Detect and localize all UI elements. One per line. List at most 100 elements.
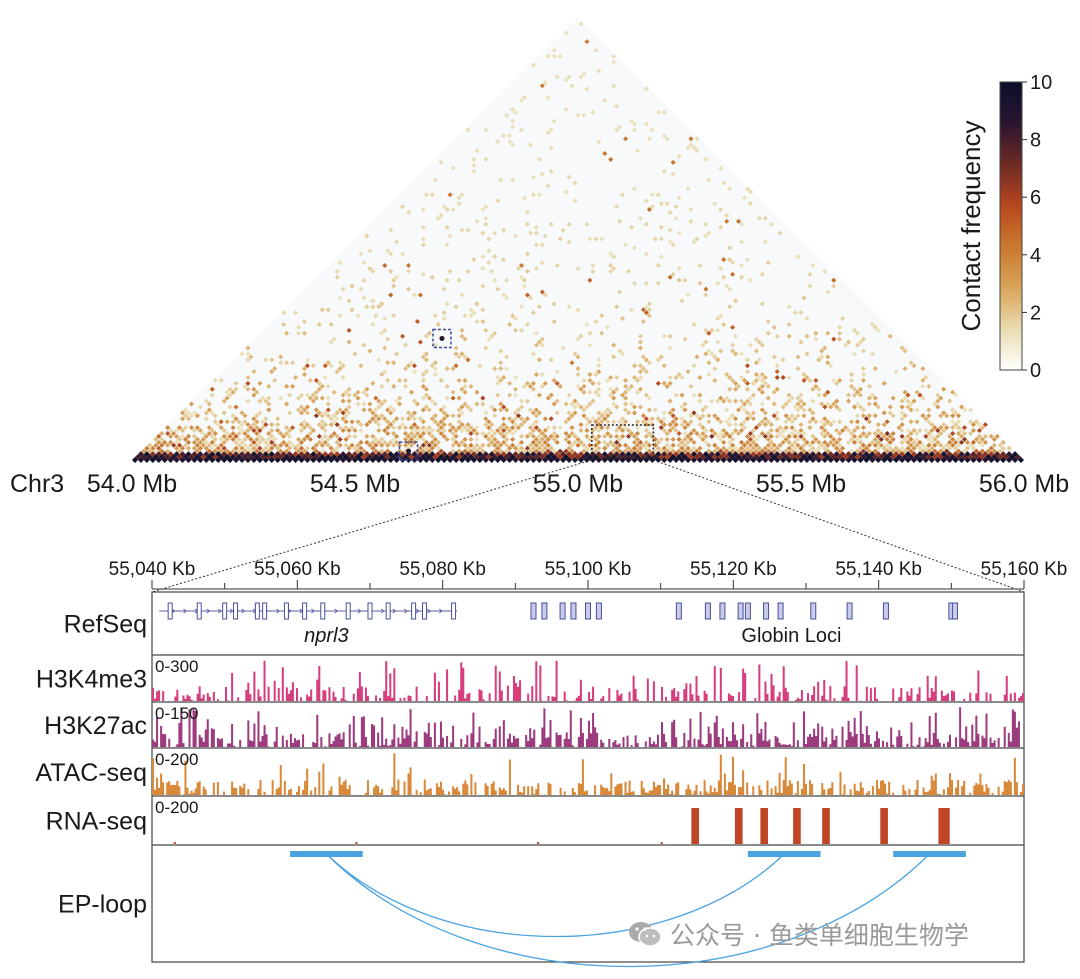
hic-contact-pixel <box>471 156 477 162</box>
hic-contact-pixel <box>459 451 466 458</box>
hic-contact-pixel <box>275 445 281 451</box>
hic-contact-pixel <box>747 401 753 407</box>
gene-exon <box>233 602 239 620</box>
hic-contact-pixel <box>328 433 334 439</box>
hic-contact-pixel <box>408 442 415 448</box>
hic-contact-pixel <box>932 442 938 448</box>
hic-contact-pixel <box>822 439 828 445</box>
hic-contact-pixel <box>420 271 426 277</box>
hic-contact-pixel <box>343 407 349 413</box>
hic-contact-pixel <box>498 401 504 407</box>
hic-contact-pixel <box>851 451 858 458</box>
hic-contact-pixel <box>756 445 762 451</box>
hic-contact-pixel <box>661 422 667 428</box>
hic-contact-pixel <box>771 442 777 448</box>
hic-contact-pixel <box>706 177 712 183</box>
hic-contact-pixel <box>212 413 218 419</box>
hic-contact-pixel <box>783 454 790 460</box>
hic-contact-pixel <box>450 395 456 401</box>
hic-contact-pixel <box>825 389 831 395</box>
hic-contact-pixel <box>536 156 542 162</box>
hic-contact-pixel <box>628 383 635 389</box>
hic-contact-pixel <box>637 333 643 339</box>
hic-contact-pixel <box>423 445 429 451</box>
hic-contact-pixel <box>197 451 204 458</box>
hic-contact-pixel <box>456 442 462 448</box>
hic-contact-pixel <box>762 422 768 428</box>
hic-contact-pixel <box>438 425 444 431</box>
hic-contact-pixel <box>233 386 239 392</box>
hic-contact-pixel <box>385 425 391 431</box>
hic-contact-pixel <box>459 428 465 434</box>
hic-contact-pixel <box>293 310 299 316</box>
hic-contact-pixel <box>420 377 426 383</box>
hic-contact-pixel <box>278 430 284 436</box>
hic-contact-pixel <box>492 277 498 283</box>
hic-contact-pixel <box>388 410 394 416</box>
hic-contact-pixel <box>489 439 495 445</box>
hic-contact-pixel <box>730 448 736 454</box>
hic-contact-pixel <box>611 354 617 360</box>
hic-contact-pixel <box>426 407 432 413</box>
hic-contact-pixel <box>655 263 661 269</box>
hic-contact-pixel <box>926 413 932 419</box>
zoom-tick-label: 55,100 Kb <box>545 559 632 580</box>
hic-contact-pixel <box>670 448 676 454</box>
hic-contact-pixel <box>153 448 159 454</box>
hic-contact-pixel <box>533 224 539 230</box>
hic-contact-pixel <box>884 419 890 425</box>
hic-contact-pixel <box>293 445 299 451</box>
gene-strand-arrow <box>229 608 234 614</box>
hic-contact-pixel <box>298 422 305 428</box>
hic-contact-pixel <box>215 451 222 458</box>
hic-contact-pixel <box>524 268 530 274</box>
hic-contact-pixel <box>899 422 905 428</box>
hic-contact-pixel <box>733 386 739 392</box>
hic-contact-pixel <box>272 366 278 372</box>
hic-contact-pixel <box>795 448 801 454</box>
hic-contact-pixel <box>554 74 560 80</box>
hic-contact-pixel <box>587 277 593 283</box>
hic-contact-pixel <box>334 422 340 428</box>
hic-contact-pixel <box>447 268 453 274</box>
track-label: H3K4me3 <box>36 666 147 694</box>
hic-contact-pixel <box>884 442 890 448</box>
hic-tick-label: 55.0 Mb <box>533 470 623 498</box>
hic-contact-pixel <box>239 451 245 458</box>
hic-contact-pixel <box>310 428 316 434</box>
hic-contact-pixel <box>688 454 694 460</box>
hic-contact-pixel <box>825 448 831 454</box>
hic-contact-pixel <box>655 280 661 286</box>
hic-contact-pixel <box>596 416 602 422</box>
hic-contact-pixel <box>337 295 343 301</box>
hic-contact-pixel <box>504 277 510 283</box>
hic-contact-pixel <box>498 348 504 354</box>
hic-contact-pixel <box>364 439 370 445</box>
hic-contact-pixel <box>248 425 254 431</box>
hic-contact-pixel <box>602 433 608 439</box>
hic-contact-pixel <box>316 433 322 439</box>
hic-contact-pixel <box>536 451 543 458</box>
hic-contact-pixel <box>724 430 730 436</box>
hic-contact-pixel <box>771 324 777 330</box>
hic-contact-pixel <box>626 386 632 392</box>
hic-contact-pixel <box>411 292 417 298</box>
hic-contact-pixel <box>611 53 617 59</box>
hic-contact-pixel <box>825 360 831 366</box>
hic-contact-pixel <box>667 374 673 380</box>
hic-contact-pixel <box>705 454 712 460</box>
hic-contact-pixel <box>355 419 361 425</box>
hic-contact-pixel <box>690 457 697 463</box>
hic-contact-pixel <box>905 457 912 463</box>
hic-contact-pixel <box>379 413 385 419</box>
hic-contact-pixel <box>774 369 780 375</box>
hic-contact-pixel <box>634 430 640 436</box>
hic-contact-pixel <box>611 419 617 425</box>
hic-contact-pixel <box>504 436 510 442</box>
hic-contact-pixel <box>938 442 944 448</box>
hic-contact-pixel <box>177 448 183 454</box>
hic-contact-pixel <box>257 410 263 416</box>
hic-contact-pixel <box>816 357 822 363</box>
hic-contact-pixel <box>795 401 801 407</box>
hic-contact-pixel <box>346 445 352 451</box>
